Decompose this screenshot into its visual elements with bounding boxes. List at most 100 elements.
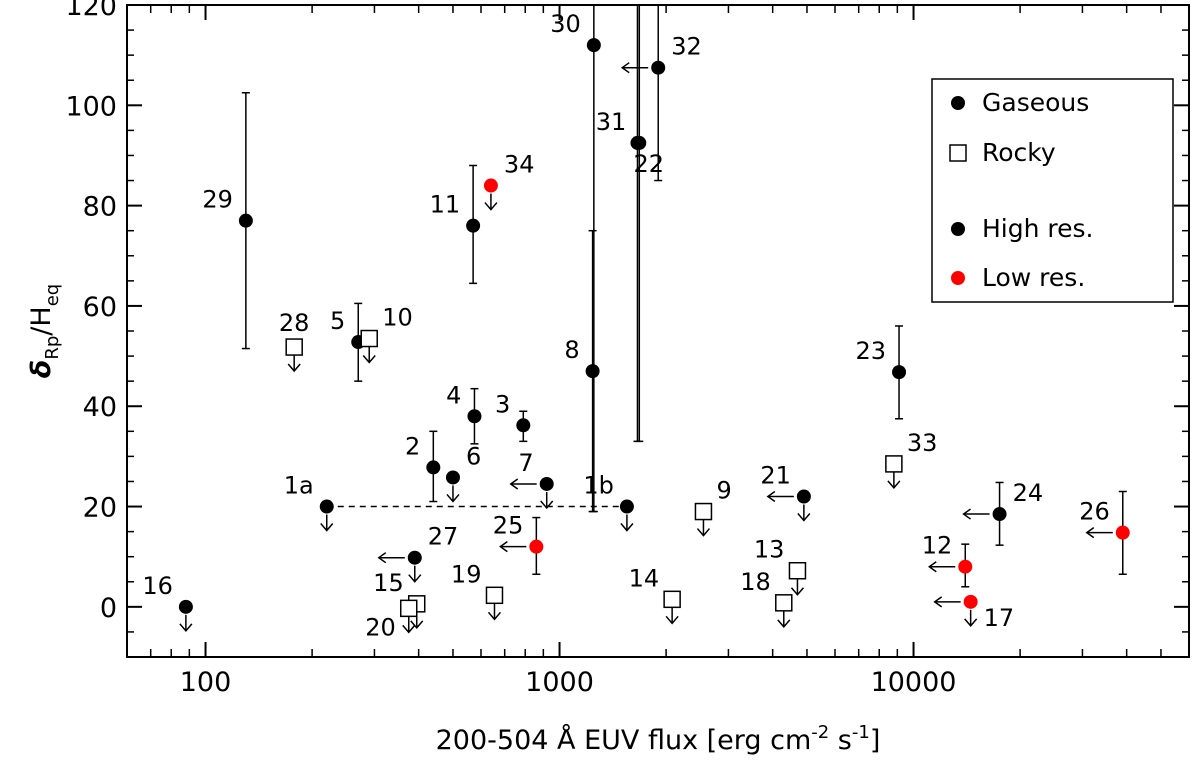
data-point-14 (663, 590, 681, 625)
data-point-24 (962, 481, 1007, 546)
marker-gaseous (796, 489, 811, 504)
upper-limit-arrowhead (287, 363, 301, 373)
point-label-4: 4 (446, 381, 461, 409)
y-tick-label: 0 (100, 593, 117, 624)
lower-flux-arrowhead (933, 596, 943, 608)
point-label-30: 30 (550, 10, 581, 38)
marker-rocky (775, 594, 793, 612)
marker-gaseous (963, 594, 978, 609)
point-label-25: 25 (493, 512, 524, 540)
upper-limit-arrowhead (408, 574, 422, 583)
marker-gaseous (178, 599, 193, 614)
marker-gaseous (619, 499, 634, 514)
data-point-1a (319, 499, 334, 532)
upper-limit-arrowhead (777, 619, 791, 628)
point-label-23: 23 (855, 337, 886, 365)
x-tick-label: 100 (180, 667, 232, 698)
legend-marker-high-res (951, 222, 965, 236)
point-label-6: 6 (466, 442, 481, 470)
x-tick-label: 1000 (525, 667, 594, 698)
legend-label-high-res: High res. (982, 214, 1094, 243)
marker-gaseous (632, 135, 647, 150)
point-label-17: 17 (984, 604, 1015, 632)
marker-gaseous (407, 550, 422, 565)
data-point-31 (632, 5, 647, 443)
marker-gaseous (516, 418, 531, 433)
marker-rocky (788, 561, 807, 580)
data-point-23 (892, 325, 907, 420)
point-label-16: 16 (142, 572, 173, 600)
data-point-29 (238, 92, 253, 350)
data-point-4 (467, 387, 482, 445)
point-label-12: 12 (922, 532, 953, 560)
upper-limit-arrowhead (964, 618, 978, 627)
x-tick-label: 10000 (871, 667, 957, 698)
upper-limit-arrowhead (696, 528, 711, 537)
upper-limit-arrowhead (487, 611, 502, 621)
upper-limit-arrowhead (620, 523, 634, 532)
point-label-21: 21 (760, 462, 791, 490)
data-point-7 (509, 476, 554, 510)
data-point-1b (619, 499, 634, 532)
upper-limit-arrowhead (797, 513, 811, 522)
lower-flux-arrowhead (620, 62, 630, 74)
upper-limit-arrowhead (402, 624, 416, 634)
data-point-19 (485, 586, 504, 621)
data-point-27 (377, 550, 422, 583)
marker-gaseous (483, 178, 498, 193)
x-axis-title: 200-504 Å EUV flux [erg cm-2 s-1] (436, 722, 881, 756)
data-point-6 (445, 470, 460, 503)
data-point-30 (586, 5, 601, 513)
data-point-18 (775, 594, 793, 628)
data-point-10 (360, 329, 378, 364)
legend-marker-gaseous (951, 96, 965, 110)
legend-label-gaseous: Gaseous (982, 88, 1089, 117)
data-point-13 (788, 561, 807, 596)
marker-gaseous (585, 364, 600, 379)
data-point-33 (885, 455, 903, 490)
legend-marker-rocky (949, 144, 967, 162)
upper-limit-arrowhead (790, 587, 805, 596)
point-label-13: 13 (754, 536, 785, 564)
point-label-11: 11 (430, 191, 461, 219)
marker-rocky (360, 329, 378, 348)
marker-rocky (885, 455, 903, 473)
point-label-15: 15 (373, 569, 404, 597)
y-tick-label: 60 (83, 292, 117, 323)
marker-gaseous (892, 365, 907, 380)
lower-flux-arrowhead (499, 541, 508, 553)
axis-ticks: 0 20 40 60 80 100 120 100 1000 10000 (65, 0, 1190, 698)
lower-flux-arrowhead (962, 508, 972, 520)
legend: Gaseous Rocky High res. Low res. (931, 78, 1174, 303)
data-point-22 (630, 5, 645, 443)
marker-gaseous (539, 476, 554, 491)
marker-rocky (485, 586, 504, 605)
legend-label-low-res: Low res. (982, 263, 1085, 292)
marker-gaseous (529, 539, 544, 554)
upper-limit-arrowhead (320, 523, 334, 532)
point-label-18: 18 (740, 568, 771, 596)
data-point-20 (399, 599, 418, 634)
lower-flux-arrowhead (927, 561, 937, 573)
point-label-32: 32 (671, 33, 702, 61)
point-label-1b: 1b (583, 472, 614, 500)
lower-flux-arrowhead (377, 552, 387, 564)
data-point-21 (766, 489, 811, 522)
point-label-20: 20 (365, 613, 396, 641)
upper-limit-arrowhead (410, 620, 424, 629)
data-points (178, 5, 1130, 634)
point-label-19: 19 (451, 560, 482, 588)
point-label-9: 9 (716, 477, 731, 505)
point-label-14: 14 (629, 564, 660, 592)
point-label-31: 31 (596, 108, 627, 136)
lower-flux-arrowhead (1085, 527, 1095, 539)
point-label-34: 34 (504, 151, 535, 179)
data-point-2 (426, 430, 441, 503)
y-tick-label: 120 (65, 0, 117, 22)
data-point-34 (483, 178, 498, 211)
upper-limit-arrowhead (484, 202, 498, 211)
y-tick-label: 80 (83, 192, 117, 223)
data-point-25 (499, 516, 544, 575)
